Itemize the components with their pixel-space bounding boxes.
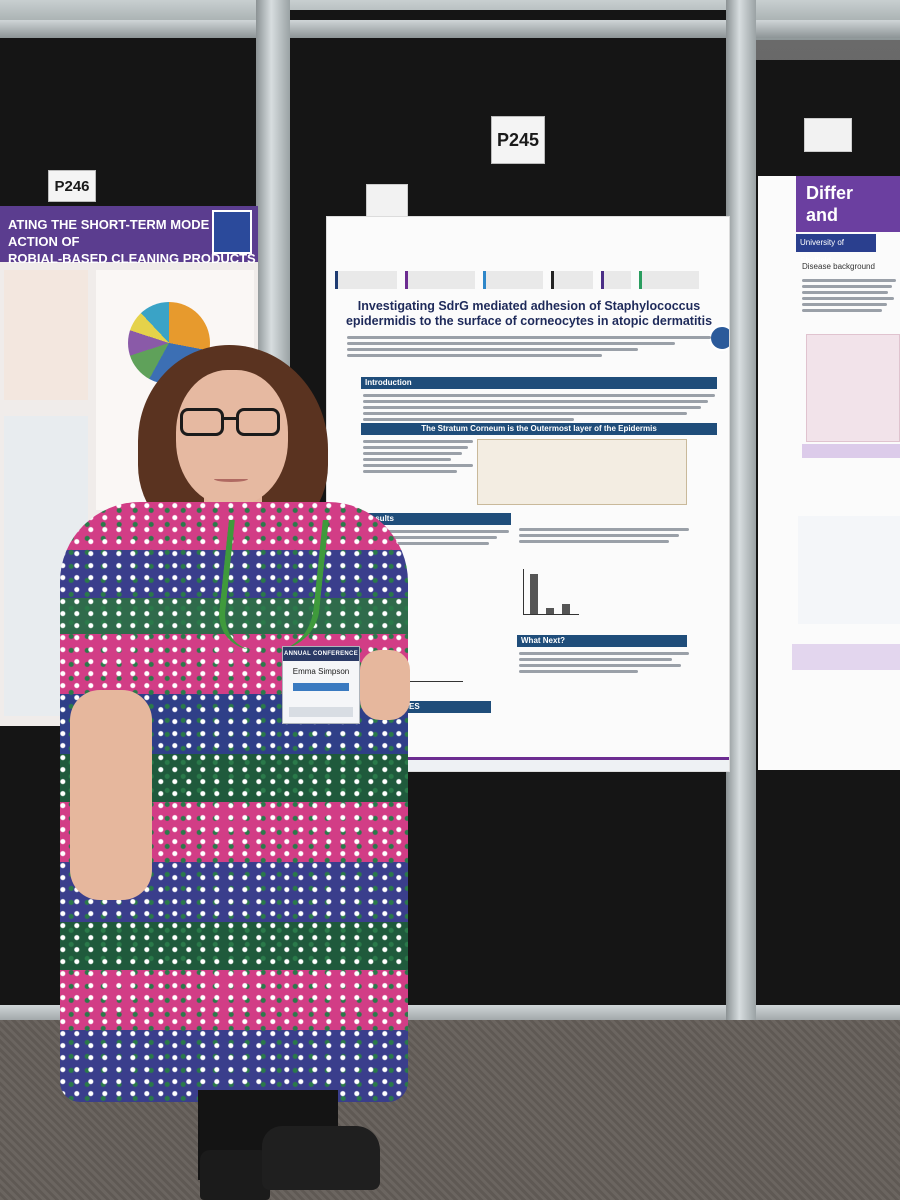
- person-arm: [360, 650, 410, 720]
- glasses-icon: [180, 408, 284, 438]
- section-heading: Results: [361, 513, 511, 525]
- poster-right: Differ and University of Sheffield Disea…: [758, 176, 900, 770]
- figure-caption: [802, 444, 900, 458]
- bar-graph-bar: [546, 608, 554, 614]
- results-text: [363, 527, 509, 548]
- poster-right-title-line: Differ: [806, 183, 854, 203]
- badge-name: Emma Simpson: [292, 667, 350, 676]
- intro-text: [363, 391, 715, 424]
- poster-left-title-line: ROBIAL-BASED CLEANING PRODUCTS: [8, 251, 256, 266]
- loreal-logo: [551, 271, 593, 289]
- what-next-text: [519, 649, 689, 676]
- bar-graph-figure: [523, 569, 579, 615]
- university-birmingham-logo: [335, 271, 397, 289]
- methods-figure: [798, 516, 900, 624]
- poster-right-title-line: and: [806, 205, 839, 225]
- poster-title: Investigating SdrG mediated adhesion of …: [345, 299, 713, 328]
- section-heading: Introduction: [361, 377, 717, 389]
- poster-right-title: Differ and: [796, 176, 900, 232]
- sdrg-corneocyte-text: [519, 525, 689, 546]
- society-sign: [804, 118, 852, 152]
- person-smile: [214, 476, 248, 482]
- poster-text-block: [802, 276, 896, 315]
- poster-footer: [327, 757, 729, 771]
- boot-icon: [200, 1150, 270, 1200]
- section-heading: The Stratum Corneum is the Outermost lay…: [361, 423, 717, 435]
- poster-left-title-line: ATING THE SHORT-TERM MODE OF ACTION OF: [8, 217, 231, 249]
- institute-microbiology-logo: [483, 271, 543, 289]
- figure-1-caption: [363, 437, 473, 476]
- person-arm: [70, 690, 152, 900]
- formulation-engineering-logo: [405, 271, 475, 289]
- poster-main: Investigating SdrG mediated adhesion of …: [326, 216, 730, 772]
- epsrc-logo: [639, 271, 699, 289]
- society-sign: [366, 184, 408, 218]
- name-badge: ANNUAL CONFERENCE Emma Simpson: [282, 646, 360, 724]
- badge-footer: [289, 707, 353, 717]
- plaque-figure: [806, 334, 900, 442]
- frame-rail-top: [0, 20, 900, 38]
- unilever-logo: [212, 210, 252, 254]
- skin-layer-diagram: [477, 439, 687, 505]
- section-heading: What Next?: [517, 635, 687, 647]
- badge-event-label: ANNUAL CONFERENCE: [283, 647, 359, 661]
- section-heading: Disease background: [802, 262, 875, 271]
- bar-graph-bar: [562, 604, 570, 614]
- board-number-label: P246: [48, 170, 96, 202]
- frame-pole: [726, 0, 756, 1090]
- badge-role-strip: [293, 683, 349, 691]
- poster-authors: [347, 333, 711, 373]
- poster-text-block: [4, 270, 88, 400]
- board-number-label: P245: [491, 116, 545, 164]
- poster-logo-row: [335, 265, 725, 295]
- figure-caption: [792, 644, 900, 670]
- boot-icon: [262, 1126, 380, 1190]
- ukri-logo: [601, 271, 631, 289]
- bar-graph-bar: [530, 574, 538, 614]
- sheffield-logo: University of Sheffield: [796, 234, 876, 265]
- person-face: [176, 370, 288, 506]
